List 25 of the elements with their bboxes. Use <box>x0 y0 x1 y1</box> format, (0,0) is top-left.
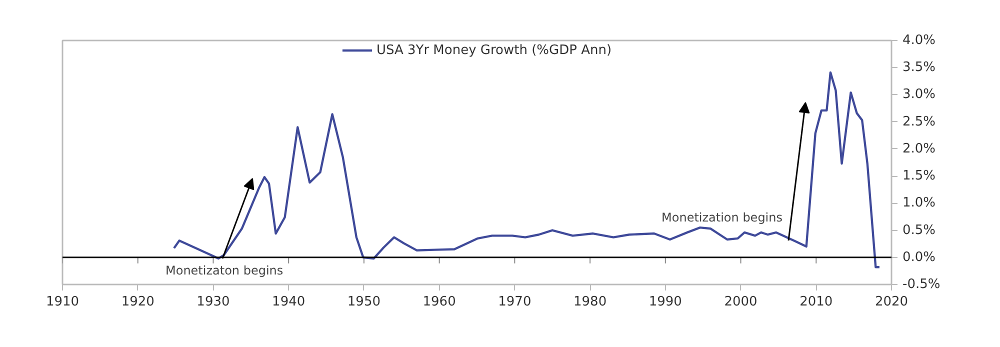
y-tick-label: 2.5% <box>902 114 936 130</box>
x-tick-label: 1930 <box>196 294 230 310</box>
y-tick-label: 0.5% <box>902 222 936 238</box>
x-tick-label: 2010 <box>800 294 833 310</box>
y-tick-label: -0.5% <box>902 277 940 292</box>
x-tick-label: 1910 <box>46 294 80 310</box>
x-tick-label: 1960 <box>422 294 456 310</box>
x-tick-label: 1920 <box>121 294 154 310</box>
y-tick-label: 1.5% <box>902 168 936 184</box>
annotation: Monetizaton begins <box>166 264 284 278</box>
annotation: Monetization begins <box>662 210 782 224</box>
x-tick-label: 1990 <box>648 294 682 310</box>
y-tick-label: 1.0% <box>902 196 936 211</box>
x-tick-label: 2000 <box>724 294 758 310</box>
legend-label: USA 3Yr Money Growth (%GDP Ann) <box>376 42 612 58</box>
y-tick-label: 2.0% <box>902 141 936 156</box>
y-tick-label: 3.0% <box>902 87 936 102</box>
y-tick-label: 4.0% <box>902 33 936 48</box>
x-tick-label: 1980 <box>574 294 607 310</box>
x-tick-label: 1970 <box>498 294 532 310</box>
y-tick-label: 3.5% <box>902 60 936 76</box>
y-tick-label: 0.0% <box>902 250 936 265</box>
x-tick-label: 1950 <box>347 294 381 310</box>
x-tick-label: 2020 <box>874 294 908 310</box>
x-tick-label: 1940 <box>272 294 306 310</box>
